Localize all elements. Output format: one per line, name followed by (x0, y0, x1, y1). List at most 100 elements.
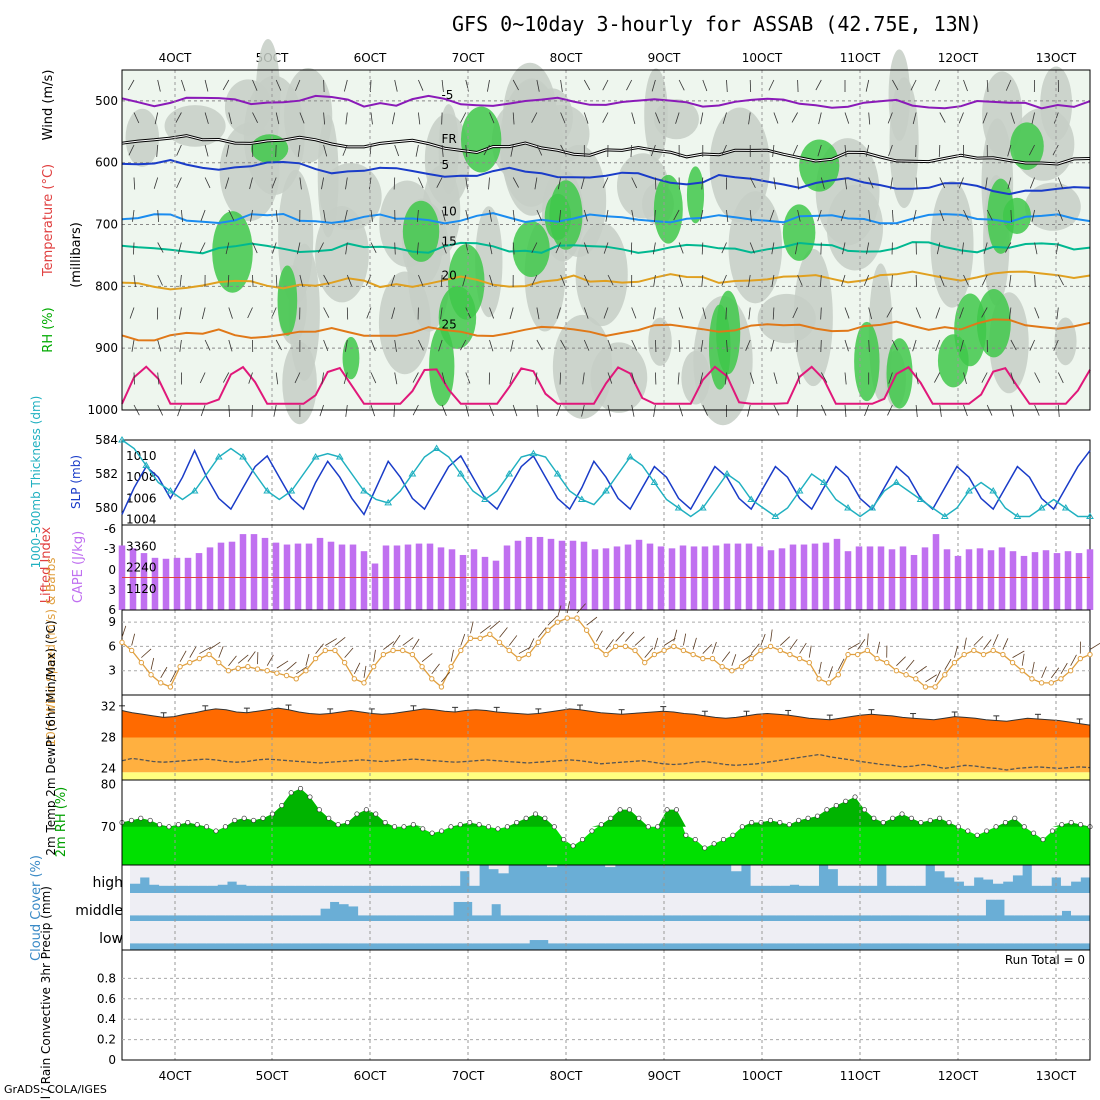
thickness-point (1037, 504, 1046, 511)
wind10m-point (574, 615, 580, 621)
wind-barb (512, 209, 515, 222)
cloud-clear-cell (837, 865, 849, 886)
wind-barb (297, 242, 301, 255)
wind10m-point (128, 647, 135, 654)
wind-barb (438, 339, 443, 352)
rh-high (402, 200, 440, 262)
wind-barb (819, 274, 822, 287)
wind-barb (722, 112, 727, 124)
wind10m-barb (799, 642, 807, 654)
thickness-point (868, 504, 877, 511)
wind10m-point (642, 659, 648, 666)
wind10m-point (225, 668, 232, 674)
wind10m-point (245, 663, 251, 670)
cape-bar (723, 543, 731, 610)
cloud-clear-cell (909, 893, 920, 916)
wind10m-barb (189, 646, 197, 658)
wind-barb (650, 144, 656, 157)
cape-bar (1031, 552, 1039, 610)
cape-bar (437, 547, 445, 610)
wind-barb (275, 274, 278, 287)
wind-barb (580, 177, 585, 190)
cloud-clear-cell (947, 893, 958, 916)
wind-barb (440, 307, 443, 320)
y-tick-li: 0 (108, 563, 116, 577)
thickness-point (819, 478, 828, 485)
wind10m-point (864, 647, 871, 654)
cape-bar (1042, 550, 1050, 610)
cloud-clear-cell (440, 865, 451, 886)
wind10m-point (777, 647, 783, 654)
wind-barb (844, 339, 849, 352)
rh2m-point (204, 824, 210, 830)
wind-barb (228, 112, 232, 125)
wind-barb (749, 209, 752, 222)
wind-barb (252, 274, 254, 287)
wind-barb (1010, 209, 1012, 222)
wind-barb (346, 274, 352, 286)
wind10m-point (167, 684, 174, 690)
wind10m-barb (1031, 661, 1035, 674)
wind10m-point (303, 668, 309, 674)
rh2m-point (307, 794, 313, 800)
wind-barb (701, 177, 704, 190)
cape-bar (261, 537, 269, 610)
wind10m-barb (141, 648, 152, 658)
cloud-clear-cell (472, 893, 483, 916)
cloud-clear-cell (1032, 921, 1043, 944)
rh2m-point (739, 824, 745, 830)
wind10m-point (496, 639, 503, 646)
wind10m-barb (673, 629, 678, 642)
cloud-clear-cell (633, 893, 644, 916)
wind-barb (1007, 177, 1012, 190)
rh2m-point (758, 819, 764, 826)
cape-bar (1064, 551, 1072, 610)
wind10m-barb (963, 637, 967, 650)
wind-barb (295, 79, 301, 91)
rh-contour (888, 49, 910, 141)
wind-barb (273, 404, 277, 417)
y-tick-wind10: 6 (108, 639, 116, 653)
rh2m-point (420, 826, 426, 832)
y-tick-thickness: 584 (95, 433, 118, 447)
cape-bar (547, 538, 555, 610)
rh2m-point (429, 830, 435, 836)
wind-barb (910, 79, 917, 91)
wind-barb (366, 307, 372, 319)
cloud-clear-cell (339, 893, 350, 905)
wind10m-barb (634, 636, 645, 646)
cloud-clear-cell (795, 921, 806, 944)
wind10m-barb (199, 646, 212, 654)
wind-barb (935, 339, 941, 352)
cape-bar (888, 549, 896, 610)
wind-barb (886, 307, 893, 318)
cloud-clear-cell (624, 893, 635, 916)
cloud-clear-cell (776, 893, 787, 916)
rh2m-point (175, 822, 181, 828)
wind10m-barb (866, 633, 869, 646)
wind10m-point (1077, 655, 1084, 662)
wind10m-barb (1050, 667, 1060, 679)
wind-barb (157, 242, 164, 253)
rh2m-point (1049, 828, 1055, 834)
cape-bar (558, 540, 566, 610)
thickness-point (1086, 512, 1094, 519)
wind10m-point (400, 647, 406, 654)
cloud-clear-cell (1023, 893, 1034, 916)
cloud-clear-cell (168, 893, 179, 916)
wind10m-barb (566, 601, 571, 614)
wind10m-point (390, 647, 396, 654)
cloud-level-high: high (92, 875, 123, 891)
wind10m-point (806, 659, 812, 666)
wind-barb (222, 372, 230, 383)
wind-barb (275, 144, 277, 158)
rh-contour (681, 350, 711, 405)
rh2m-point (288, 790, 294, 796)
cloud-clear-cell (291, 893, 302, 916)
wind-barb (1034, 307, 1040, 319)
cloud-clear-cell (973, 865, 984, 878)
rh2m-point (138, 815, 144, 821)
rh-high (342, 336, 360, 380)
wind-barb (297, 144, 301, 157)
wind10m-point (1029, 676, 1035, 682)
